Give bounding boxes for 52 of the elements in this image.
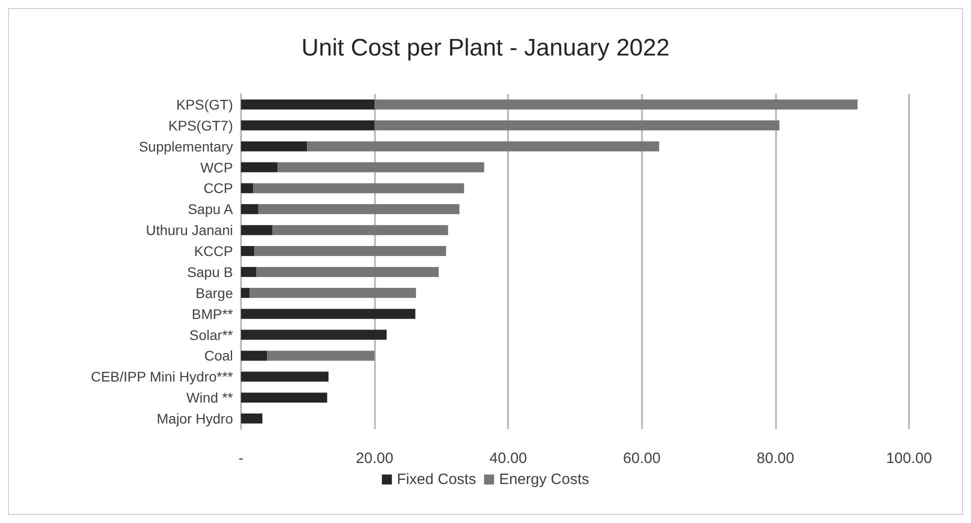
- x-tick-label: 80.00: [756, 450, 794, 467]
- y-tick-label: Sapu B: [187, 264, 233, 280]
- bar: [241, 372, 329, 382]
- y-tick-label: Major Hydro: [156, 410, 234, 427]
- bar: [241, 99, 375, 110]
- legend-label: Energy Costs: [499, 471, 590, 488]
- x-tick-label: 100.00: [886, 450, 932, 467]
- bar: [241, 246, 254, 256]
- y-tick-label: CCP: [203, 180, 233, 196]
- x-tick-label: 60.00: [623, 450, 661, 467]
- y-tick-label: KPS(GT): [176, 96, 233, 112]
- bar: [241, 120, 375, 130]
- x-tick-label: 40.00: [489, 450, 527, 467]
- y-tick-label: KPS(GT7): [168, 117, 233, 134]
- bar: [241, 392, 328, 403]
- bar: [241, 308, 416, 319]
- legend-label: Fixed Costs: [396, 471, 476, 488]
- y-tick-label: Sapu A: [188, 201, 234, 218]
- bar: [241, 162, 278, 172]
- bar: [267, 350, 375, 361]
- bar: [241, 414, 262, 424]
- bar: [241, 350, 268, 361]
- bar: [278, 162, 484, 172]
- bar: [241, 183, 254, 194]
- x-tick-label: 20.00: [356, 450, 394, 467]
- y-tick-label: Uthuru Janani: [146, 222, 233, 238]
- bar: [272, 225, 448, 236]
- bar: [374, 120, 780, 130]
- bar: [241, 204, 258, 214]
- y-tick-label: BMP**: [192, 306, 234, 322]
- bar: [307, 141, 660, 152]
- x-tick-label: -: [238, 450, 244, 467]
- y-tick-label: CEB/IPP Mini Hydro***: [90, 368, 234, 385]
- y-tick-label: WCP: [200, 159, 233, 176]
- y-tick-label: Supplementary: [138, 138, 233, 154]
- bar: [374, 99, 858, 110]
- y-tick-label: KCCP: [194, 243, 233, 260]
- y-tick-label: Solar**: [189, 326, 234, 343]
- bar: [241, 141, 308, 152]
- y-tick-label: Coal: [204, 348, 233, 364]
- bar: [253, 183, 464, 194]
- bar: [241, 225, 272, 236]
- bar: [254, 246, 446, 256]
- bar: [250, 288, 416, 298]
- bar: [256, 266, 439, 277]
- bar: [258, 204, 460, 214]
- y-tick-label: Barge: [196, 284, 234, 301]
- chart-title: Unit Cost per Plant - January 2022: [301, 34, 670, 62]
- bar: [241, 266, 256, 277]
- bar: [241, 288, 250, 298]
- bar: [241, 330, 387, 340]
- y-tick-label: Wind **: [186, 390, 234, 406]
